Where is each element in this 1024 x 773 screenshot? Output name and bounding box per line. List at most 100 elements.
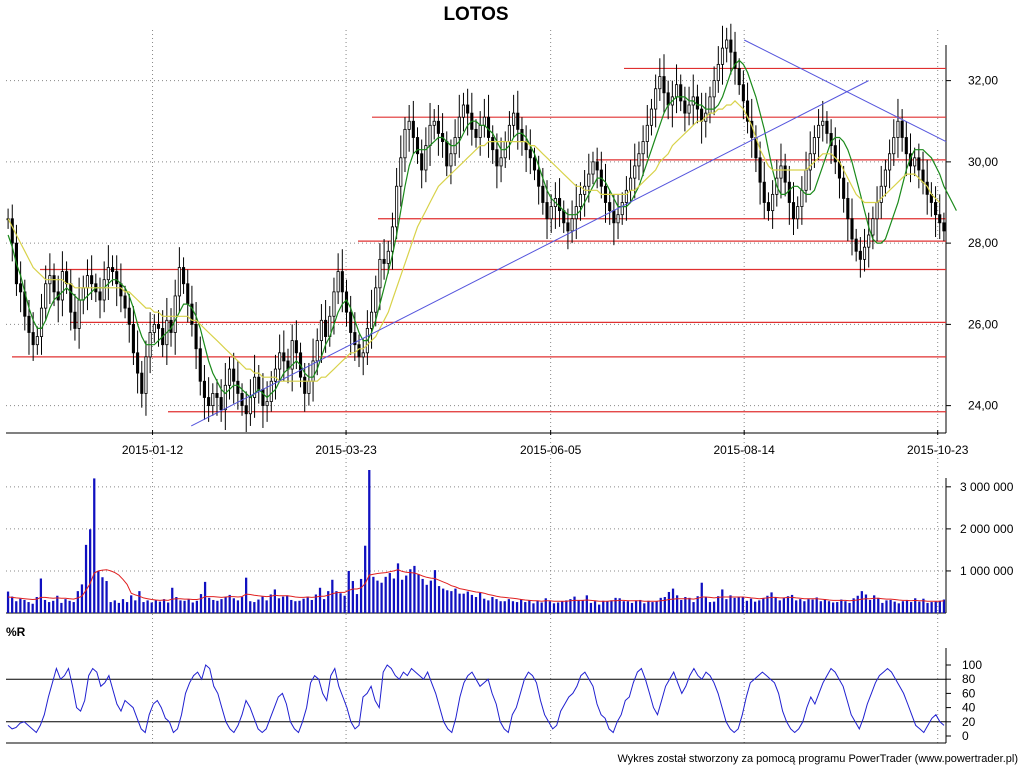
volume-bar bbox=[187, 599, 190, 613]
candle-body bbox=[762, 181, 766, 203]
date-tick-label: 2015-10-23 bbox=[907, 443, 969, 457]
volume-bar bbox=[565, 600, 568, 613]
candle-body bbox=[123, 295, 127, 309]
volume-bar bbox=[881, 602, 884, 613]
volume-bar bbox=[240, 597, 244, 613]
candle-body bbox=[31, 332, 35, 346]
volume-bar bbox=[803, 601, 806, 613]
candle-body bbox=[131, 323, 135, 354]
volume-bar bbox=[294, 601, 297, 613]
candle-body bbox=[177, 267, 181, 297]
candle-body bbox=[478, 124, 482, 138]
volume-bar bbox=[749, 598, 753, 613]
candle-body bbox=[378, 258, 382, 289]
volume-bar bbox=[634, 600, 638, 613]
candle-body bbox=[395, 185, 399, 228]
candle-body bbox=[106, 267, 110, 281]
candle-body bbox=[871, 218, 875, 236]
candle-body bbox=[921, 169, 925, 183]
candle-body bbox=[182, 267, 186, 285]
candle-body bbox=[207, 397, 211, 407]
candle-body bbox=[420, 153, 424, 171]
volume-bar bbox=[840, 599, 843, 613]
candle-body bbox=[875, 202, 879, 220]
candle-body bbox=[39, 307, 44, 337]
price-tick-label: 30,00 bbox=[968, 155, 998, 169]
volume-bar bbox=[868, 599, 872, 613]
volume-bar bbox=[511, 601, 515, 613]
candle-body bbox=[461, 104, 466, 118]
volume-bar bbox=[314, 594, 318, 613]
candle-body bbox=[269, 380, 273, 402]
volume-bar bbox=[179, 600, 182, 613]
volume-bar bbox=[811, 599, 814, 613]
volume-bar bbox=[388, 573, 391, 613]
volume-bar bbox=[396, 563, 400, 613]
volume-bar bbox=[831, 602, 835, 613]
volume-bar bbox=[610, 600, 613, 613]
volume-bar bbox=[113, 600, 116, 613]
date-tick-label: 2015-03-23 bbox=[315, 443, 377, 457]
candle-body bbox=[746, 100, 750, 122]
volume-bar bbox=[536, 600, 539, 613]
candle-body bbox=[825, 120, 829, 134]
volume-bar bbox=[183, 600, 186, 613]
candle-body bbox=[324, 319, 328, 337]
volume-bar bbox=[191, 602, 194, 613]
candle-body bbox=[520, 128, 524, 142]
volume-bar bbox=[593, 601, 597, 613]
candle-body bbox=[516, 112, 520, 130]
volume-bar bbox=[43, 599, 47, 613]
candle-body bbox=[198, 348, 202, 382]
candle-body bbox=[842, 177, 846, 199]
volume-bar bbox=[491, 597, 494, 613]
candle-body bbox=[482, 116, 486, 126]
candle-body bbox=[357, 344, 361, 358]
candle-body bbox=[712, 80, 716, 98]
volume-bar bbox=[327, 591, 330, 613]
candle-body bbox=[445, 141, 449, 167]
volume-average-line bbox=[8, 569, 944, 602]
volume-bar bbox=[339, 593, 342, 613]
volume-bar bbox=[208, 597, 211, 613]
candle-body bbox=[537, 169, 541, 187]
williams-r-tick-label: 20 bbox=[962, 715, 976, 729]
williams-r-tick-label: 80 bbox=[962, 672, 976, 686]
candle-body bbox=[382, 258, 386, 264]
volume-bar bbox=[384, 576, 387, 613]
volume-bar bbox=[253, 602, 256, 613]
volume-bar bbox=[175, 597, 178, 613]
volume-bar bbox=[905, 599, 909, 613]
candle-body bbox=[361, 352, 365, 358]
volume-bar bbox=[524, 602, 527, 613]
volume-bar bbox=[655, 601, 658, 613]
footer-credit: Wykres został stworzony za pomocą progra… bbox=[617, 753, 1018, 765]
candle-body bbox=[595, 161, 599, 171]
volume-bar bbox=[659, 597, 662, 613]
volume-bar bbox=[421, 578, 424, 613]
volume-bar bbox=[450, 591, 453, 613]
candle-body bbox=[716, 63, 720, 82]
candle-body bbox=[888, 153, 892, 171]
volume-bar bbox=[232, 598, 235, 613]
volume-bar bbox=[433, 570, 437, 613]
candle-body bbox=[340, 271, 344, 293]
candle-body bbox=[829, 133, 833, 147]
williams-r-line bbox=[7, 664, 945, 734]
volume-bar bbox=[150, 602, 153, 613]
volume-bar bbox=[409, 569, 412, 613]
candle-body bbox=[399, 157, 403, 187]
volume-bar bbox=[807, 599, 810, 613]
candle-body bbox=[307, 380, 311, 394]
volume-bar bbox=[35, 597, 38, 613]
candle-body bbox=[10, 218, 14, 244]
candle-body bbox=[232, 368, 236, 382]
volume-bar bbox=[495, 599, 498, 613]
candle-body bbox=[637, 153, 641, 167]
candle-body bbox=[65, 271, 69, 285]
volume-bar bbox=[639, 599, 642, 613]
candle-body bbox=[415, 137, 420, 155]
candle-body bbox=[19, 283, 23, 293]
candle-body bbox=[495, 149, 499, 167]
